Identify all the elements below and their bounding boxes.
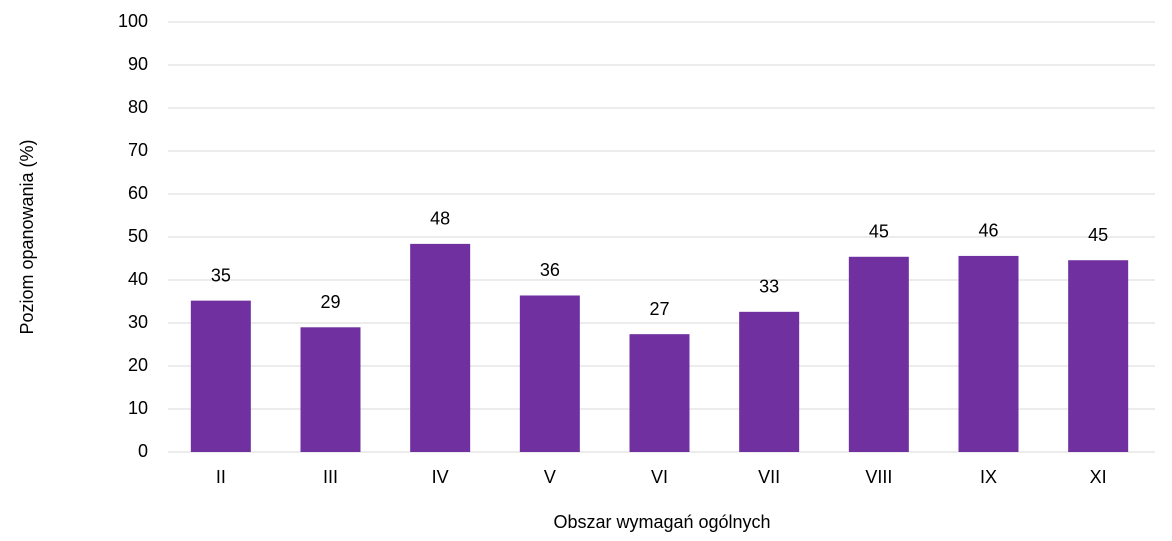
data-label: 27 (649, 299, 669, 319)
bar (1068, 260, 1129, 452)
x-tick-label: IX (980, 467, 997, 487)
data-label: 45 (1088, 225, 1108, 245)
y-tick-label: 70 (128, 140, 148, 160)
x-tick-label: IV (432, 467, 449, 487)
data-label: 33 (759, 277, 779, 297)
y-tick-label: 60 (128, 183, 148, 203)
x-axis-title: Obszar wymagań ogólnych (553, 512, 770, 532)
x-tick-label: III (323, 467, 338, 487)
y-tick-label: 10 (128, 398, 148, 418)
x-tick-label: VIII (865, 467, 892, 487)
x-tick-label: XI (1090, 467, 1107, 487)
y-axis-title: Poziom opanowania (%) (17, 139, 37, 334)
y-tick-label: 50 (128, 226, 148, 246)
x-tick-label: II (216, 467, 226, 487)
x-tick-label: VI (651, 467, 668, 487)
y-tick-label: 20 (128, 355, 148, 375)
data-label: 36 (540, 260, 560, 280)
bar (848, 256, 909, 452)
bar (519, 295, 580, 452)
bar (300, 327, 361, 452)
y-tick-label: 0 (138, 441, 148, 461)
x-tick-label: V (544, 467, 556, 487)
data-label: 29 (320, 292, 340, 312)
y-tick-label: 100 (118, 11, 148, 31)
data-label: 46 (978, 221, 998, 241)
data-label: 48 (430, 209, 450, 229)
y-tick-label: 80 (128, 97, 148, 117)
y-tick-label: 90 (128, 54, 148, 74)
bar (410, 243, 471, 452)
data-label: 45 (869, 222, 889, 242)
x-tick-label: VII (758, 467, 780, 487)
y-tick-label: 30 (128, 312, 148, 332)
bar (190, 300, 251, 452)
bar (958, 255, 1019, 452)
bar (739, 311, 800, 452)
y-tick-label: 40 (128, 269, 148, 289)
data-label: 35 (211, 265, 231, 285)
bar (629, 334, 690, 452)
